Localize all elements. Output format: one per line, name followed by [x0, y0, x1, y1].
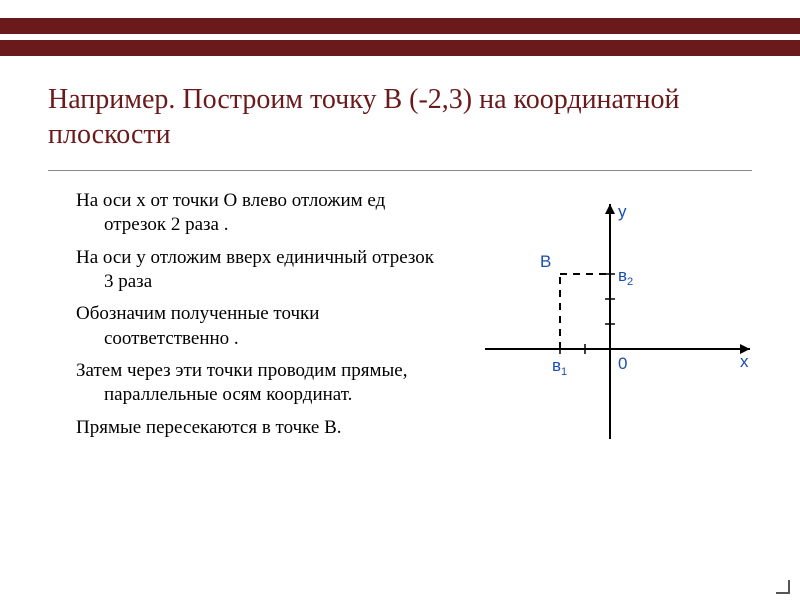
text-column: На оси х от точки О влево отложим ед отр… [48, 189, 460, 449]
slide-top-spacer [0, 0, 800, 18]
svg-text:в2: в2 [618, 266, 633, 288]
slide-title: Например. Построим точку В (-2,3) на коо… [48, 82, 752, 152]
paragraph: Прямые пересекаются в точке В. [48, 416, 440, 440]
header-band-2 [0, 40, 800, 56]
svg-text:в1: в1 [552, 356, 567, 378]
svg-text:у: у [618, 202, 627, 221]
coordinate-plane-diagram: х у 0 Вв1 в2 [460, 189, 760, 449]
diagram-column: х у 0 Вв1 в2 [460, 189, 760, 449]
svg-text:0: 0 [618, 354, 627, 373]
content-row: На оси х от точки О влево отложим ед отр… [0, 171, 800, 449]
paragraph: На оси х от точки О влево отложим ед отр… [48, 189, 440, 238]
title-block: Например. Построим точку В (-2,3) на коо… [0, 56, 800, 160]
paragraph: На оси у отложим вверх единичный отрезок… [48, 246, 440, 295]
paragraph: Обозначим полученные точки соответственн… [48, 302, 440, 351]
svg-text:В: В [540, 252, 551, 271]
paragraph: Затем через эти точки проводим прямые, п… [48, 359, 440, 408]
resize-corner-icon [776, 580, 790, 594]
svg-text:х: х [740, 352, 749, 371]
header-band-1 [0, 18, 800, 34]
